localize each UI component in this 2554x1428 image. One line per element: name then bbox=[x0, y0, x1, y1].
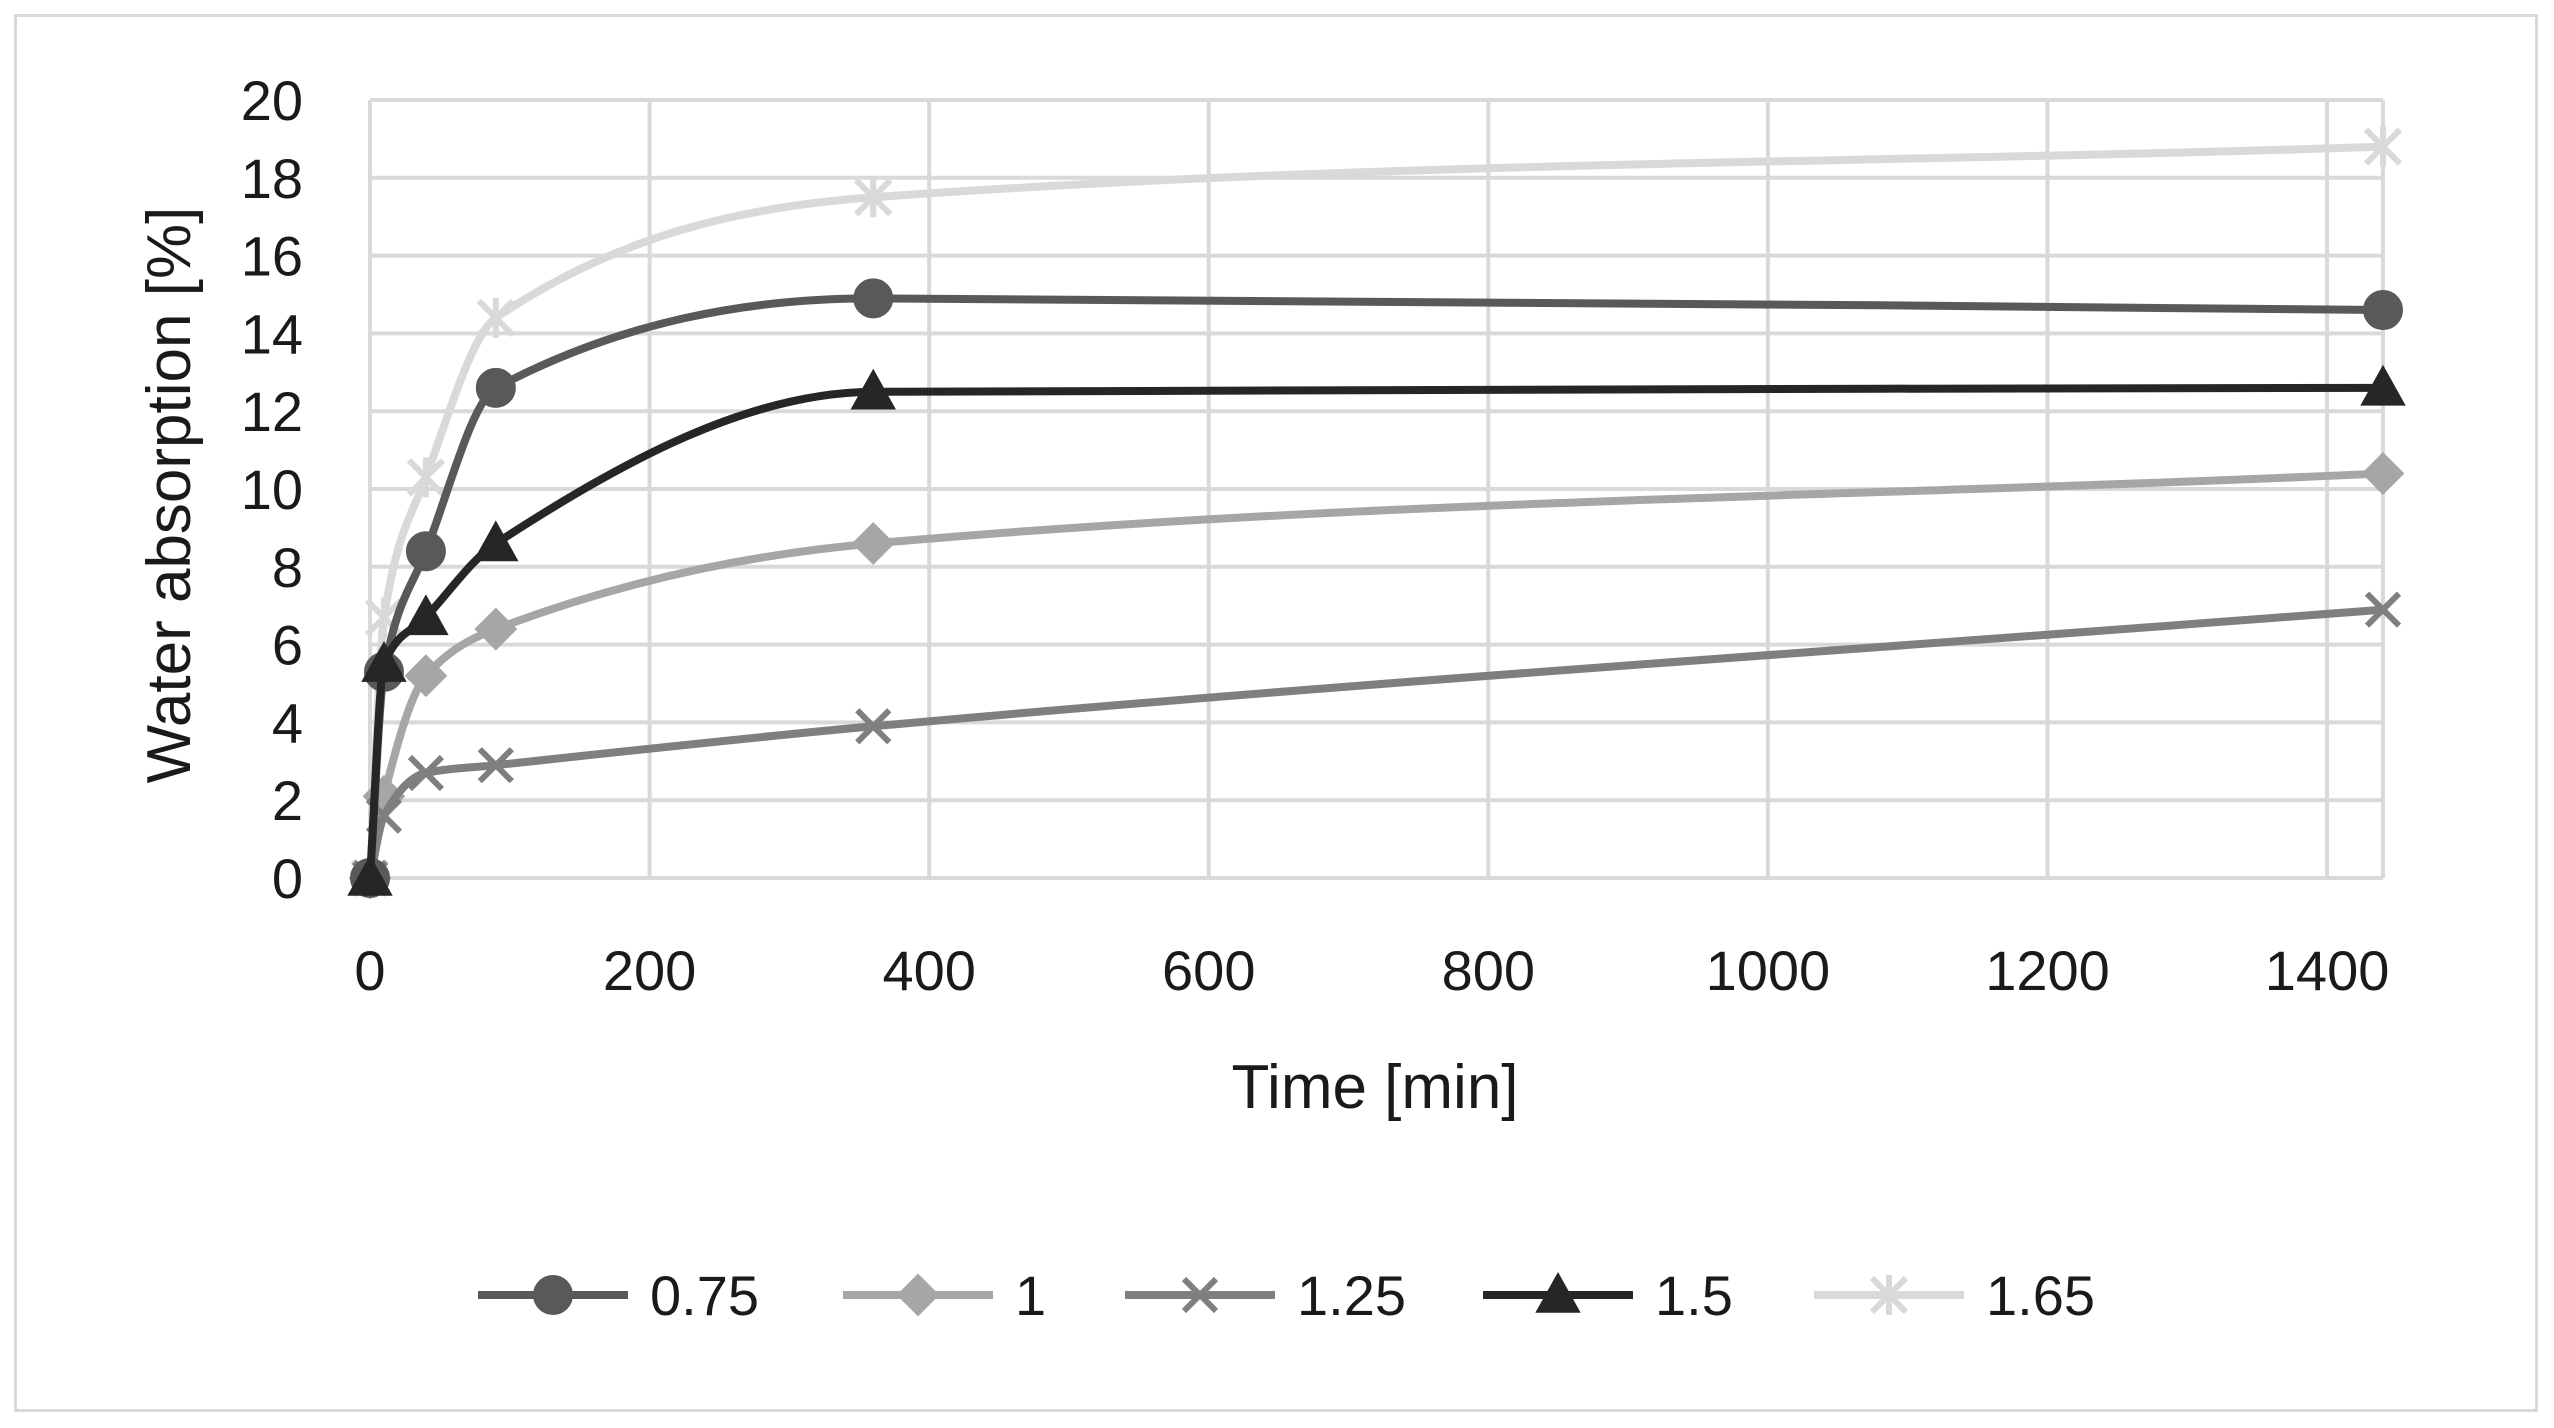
y-tick-label: 18 bbox=[241, 147, 303, 210]
data-point bbox=[2363, 126, 2403, 167]
y-tick-label: 2 bbox=[272, 769, 303, 832]
data-point bbox=[850, 368, 896, 410]
series-0.75 bbox=[350, 278, 2403, 898]
legend-label: 1 bbox=[1015, 1264, 1046, 1327]
legend-entry: 1.5 bbox=[1483, 1264, 1733, 1327]
legend-entry: 1.65 bbox=[1814, 1264, 2095, 1327]
data-point bbox=[2363, 290, 2403, 331]
data-point bbox=[475, 367, 516, 408]
data-point bbox=[404, 654, 448, 698]
data-point bbox=[2361, 452, 2405, 495]
legend-entry: 1.25 bbox=[1125, 1264, 1406, 1327]
x-tick-label: 1400 bbox=[2265, 939, 2390, 1002]
y-tick-label: 8 bbox=[272, 536, 303, 599]
series-1.5 bbox=[347, 364, 2406, 896]
data-point bbox=[347, 854, 393, 896]
data-point bbox=[854, 177, 893, 218]
legend: 0.75 1 1.25 1.5 1.65 bbox=[478, 1264, 2095, 1327]
legend-label: 1.25 bbox=[1297, 1264, 1406, 1327]
legend-entry: 1 bbox=[843, 1264, 1046, 1327]
chart-frame bbox=[14, 14, 2538, 1412]
legend-label: 0.75 bbox=[650, 1264, 759, 1327]
series-1.25 bbox=[351, 591, 2402, 897]
legend-marker bbox=[533, 1275, 573, 1315]
legend-marker bbox=[1869, 1275, 1909, 1315]
data-point bbox=[855, 708, 892, 745]
x-tick-label: 600 bbox=[1162, 939, 1255, 1002]
data-point bbox=[853, 278, 894, 319]
series-1 bbox=[348, 452, 2405, 900]
x-tick-label: 0 bbox=[354, 939, 385, 1002]
data-point bbox=[473, 520, 519, 562]
series-line bbox=[366, 605, 2387, 882]
legend-label: 1.65 bbox=[1986, 1264, 2095, 1327]
series-layer bbox=[347, 126, 2406, 900]
data-point bbox=[405, 531, 446, 572]
y-tick-label: 16 bbox=[241, 225, 303, 288]
legend-entry: 0.75 bbox=[478, 1264, 759, 1327]
data-point bbox=[406, 457, 446, 498]
y-tick-label: 10 bbox=[241, 458, 303, 521]
x-tick-label: 800 bbox=[1442, 939, 1535, 1002]
legend-marker bbox=[1535, 1271, 1581, 1313]
y-tick-label: 4 bbox=[272, 691, 303, 754]
data-point bbox=[361, 640, 407, 682]
x-tick-label: 200 bbox=[603, 939, 696, 1002]
x-tick-label: 400 bbox=[882, 939, 975, 1002]
x-tick-label: 1200 bbox=[1985, 939, 2110, 1002]
data-point bbox=[2360, 364, 2406, 406]
legend-marker bbox=[1181, 1276, 1219, 1314]
y-tick-label: 14 bbox=[241, 302, 303, 365]
data-point bbox=[851, 522, 895, 565]
y-tick-label: 20 bbox=[241, 69, 303, 132]
series-line bbox=[366, 469, 2387, 882]
x-axis-title: Time [min] bbox=[1231, 1053, 1518, 1122]
legend-marker bbox=[896, 1273, 940, 1317]
data-point bbox=[474, 607, 518, 651]
y-axis-title: Water absorption [%] bbox=[135, 207, 204, 784]
data-point bbox=[476, 297, 515, 338]
y-tick-label: 0 bbox=[272, 847, 303, 910]
series-1.65 bbox=[350, 126, 2403, 898]
legend-label: 1.5 bbox=[1655, 1264, 1733, 1327]
data-point bbox=[2364, 591, 2402, 628]
data-point bbox=[403, 594, 449, 636]
y-tick-label: 6 bbox=[272, 614, 303, 677]
y-tick-label: 12 bbox=[241, 380, 303, 443]
data-point bbox=[407, 754, 445, 792]
data-point bbox=[477, 747, 514, 784]
x-tick-label: 1000 bbox=[1706, 939, 1831, 1002]
